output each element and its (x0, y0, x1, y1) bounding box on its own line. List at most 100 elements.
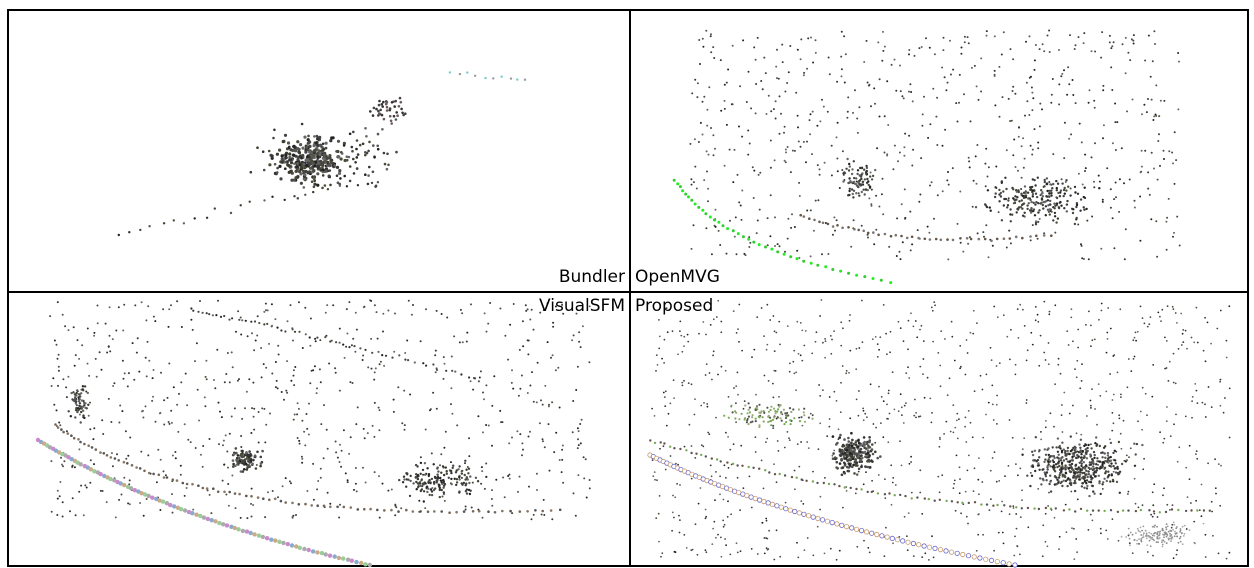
point (1205, 556, 1207, 558)
point (379, 517, 381, 519)
point (667, 331, 669, 333)
point (773, 463, 775, 465)
point (720, 537, 722, 539)
point (1133, 34, 1135, 36)
point (339, 185, 341, 187)
point (1092, 465, 1094, 467)
point (1046, 183, 1048, 185)
point (143, 515, 145, 517)
point (1150, 218, 1152, 220)
point (65, 386, 67, 388)
point (906, 535, 908, 537)
point (163, 424, 165, 426)
point (896, 255, 898, 257)
point (52, 377, 54, 379)
point (378, 475, 380, 477)
point (475, 477, 477, 479)
point (695, 523, 697, 525)
point (70, 434, 73, 437)
point (393, 105, 396, 108)
point (877, 234, 880, 237)
point (450, 403, 452, 405)
point (1119, 418, 1121, 420)
point (1029, 35, 1031, 37)
point (1107, 471, 1109, 473)
point (285, 154, 288, 157)
point (1182, 526, 1184, 528)
point (1199, 509, 1201, 511)
point (423, 482, 425, 484)
point (1176, 549, 1178, 551)
point (737, 552, 739, 554)
point (765, 441, 767, 443)
point (249, 453, 252, 456)
point (1048, 211, 1050, 213)
point (553, 451, 555, 453)
point (95, 448, 98, 451)
point (148, 472, 151, 475)
point (459, 73, 461, 75)
point (511, 369, 513, 371)
point (702, 101, 704, 103)
point (679, 532, 681, 534)
point (1150, 316, 1152, 318)
point (999, 362, 1001, 364)
point (1058, 358, 1060, 360)
point (1064, 464, 1066, 466)
point (269, 538, 273, 542)
point (698, 39, 700, 41)
point (1058, 457, 1060, 459)
point (536, 401, 538, 403)
point (541, 510, 544, 513)
point (258, 411, 260, 413)
point (167, 397, 169, 399)
point (1061, 456, 1063, 458)
point (371, 352, 373, 354)
point (357, 153, 360, 156)
point (112, 465, 114, 467)
point (1057, 451, 1059, 453)
point (53, 404, 55, 406)
point (776, 77, 778, 79)
point (316, 504, 319, 507)
point (440, 472, 442, 474)
point (836, 158, 838, 160)
point (499, 308, 501, 310)
point (961, 552, 965, 556)
point (895, 234, 898, 237)
point (337, 556, 341, 560)
point (1056, 197, 1058, 199)
point (816, 516, 820, 520)
point (1069, 194, 1071, 196)
point (873, 423, 875, 425)
point (394, 514, 396, 516)
point (863, 169, 865, 171)
point (1058, 465, 1060, 467)
point (665, 390, 667, 392)
point (133, 379, 135, 381)
point (540, 399, 542, 401)
point (762, 88, 764, 90)
point (1173, 382, 1175, 384)
point (1159, 165, 1161, 167)
point (919, 329, 921, 331)
point (740, 550, 742, 552)
point (1128, 358, 1130, 360)
point (118, 234, 120, 236)
point (73, 437, 76, 440)
point (573, 492, 575, 494)
point (521, 442, 523, 444)
point (1083, 258, 1085, 260)
point (856, 118, 858, 120)
point (793, 350, 795, 352)
point (469, 493, 471, 495)
point (363, 562, 367, 566)
point (982, 389, 984, 391)
point (726, 124, 728, 126)
point (751, 548, 753, 550)
point (996, 481, 998, 483)
point (450, 478, 452, 480)
point (1076, 475, 1078, 477)
point (173, 219, 175, 221)
point (208, 313, 210, 315)
